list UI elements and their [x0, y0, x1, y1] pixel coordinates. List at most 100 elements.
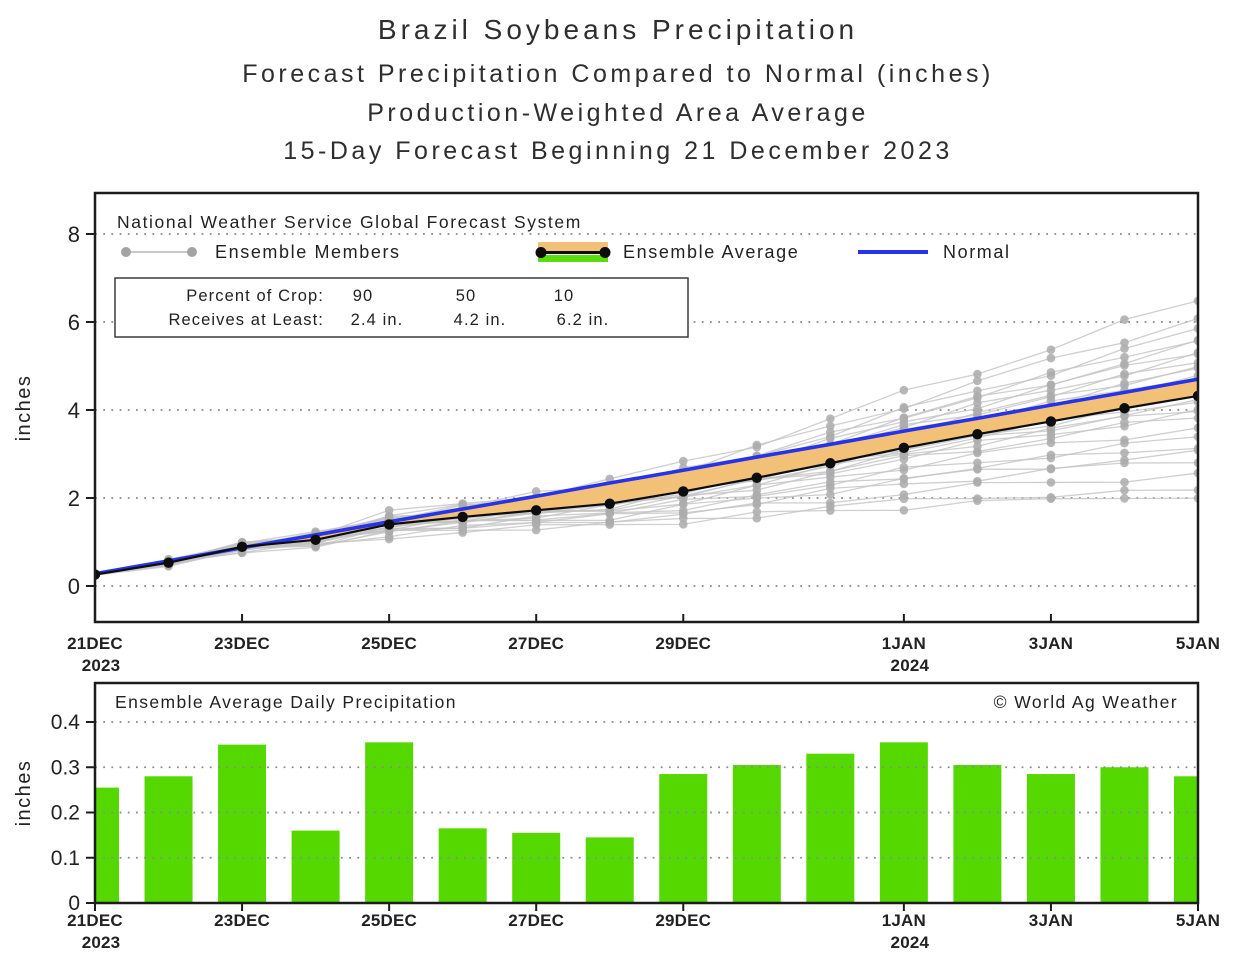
ensemble-average-legend-label: Ensemble Average [623, 242, 799, 262]
page-title: Brazil Soybeans Precipitation [377, 14, 859, 45]
top-panel-frame [93, 191, 1200, 624]
ensemble-average-point [163, 557, 174, 568]
daily-precip-bar [953, 764, 1002, 903]
ensemble-member-point [826, 477, 835, 487]
y-tick-label: 4 [68, 398, 80, 423]
ensemble-member-point [1120, 438, 1129, 448]
daily-precip-bar [1174, 776, 1198, 903]
x-tick-label: 21DEC [67, 911, 123, 930]
crop-amount-50: 4.2 in. [454, 311, 507, 329]
ensemble-average-point [1192, 390, 1198, 402]
ensemble-member-line [95, 427, 1198, 576]
ensemble-member-line [95, 462, 1198, 575]
ensemble-member-point [1120, 411, 1129, 421]
ensemble-members-legend-dot [121, 247, 131, 257]
ensemble-member-point [678, 499, 688, 509]
crop-row2-label: Receives at Least: [168, 311, 324, 329]
x-year-label: 2024 [891, 933, 930, 952]
data-source-label: National Weather Service Global Forecast… [117, 212, 582, 232]
daily-precip-bar [1100, 767, 1149, 903]
crop-percent-90: 90 [353, 287, 374, 305]
ensemble-member-line [95, 300, 1198, 576]
top-yaxis-unit-label: inches [13, 375, 35, 442]
ensemble-member-point [1120, 485, 1129, 495]
ensemble-member-line [95, 436, 1198, 576]
ensemble-member-point [826, 414, 835, 423]
bottom-panel-axes: 21DEC 2023 23DEC 25DEC 27DEC 29DEC 1JAN 2024 3JA… [51, 711, 1220, 952]
ensemble-member-line [95, 449, 1198, 576]
x-year-label: 2023 [82, 656, 121, 675]
ensemble-member-point [458, 528, 467, 537]
daily-precip-bar [438, 828, 487, 903]
ensemble-average-point [604, 498, 615, 509]
ensemble-average-point [751, 472, 762, 483]
bottom-panel-title: Ensemble Average Daily Precipitation [115, 692, 457, 712]
ensemble-member-point [678, 520, 688, 529]
x-tick-label: 23DEC [214, 634, 270, 653]
ensemble-average-point [95, 569, 101, 580]
ensemble-member-point [752, 498, 762, 508]
daily-precip-bar [291, 830, 340, 903]
ensemble-member-point [973, 376, 982, 386]
ensemble-members-legend-label: Ensemble Members [215, 242, 401, 262]
ensemble-member-point [1120, 315, 1129, 324]
x-year-label: 2024 [891, 656, 930, 675]
x-tick-label: 29DEC [655, 911, 711, 930]
crop-percent-50: 50 [456, 287, 477, 305]
ensemble-average-point [531, 505, 542, 516]
ensemble-member-point [1120, 361, 1129, 370]
ensemble-member-point [826, 427, 835, 437]
ensemble-member-point [899, 462, 909, 472]
daily-precip-bar [365, 742, 414, 903]
ensemble-member-point [1046, 478, 1056, 487]
daily-precip-bar [512, 832, 561, 903]
ensemble-member-point [1120, 418, 1129, 427]
ensemble-member-point [1120, 458, 1129, 468]
y-tick-label: 0.1 [51, 847, 80, 870]
ensemble-member-point [826, 490, 835, 499]
ensemble-member-point [1120, 448, 1129, 458]
subtitle-3: 15-Day Forecast Beginning 21 December 20… [283, 137, 953, 165]
ensemble-member-point [605, 509, 615, 519]
ensemble-members-legend-dot [187, 247, 197, 257]
y-tick-label: 8 [68, 222, 80, 247]
ensemble-member-point [899, 451, 909, 460]
y-tick-label: 0.4 [51, 711, 81, 734]
ensemble-average-legend-band-below [538, 255, 608, 262]
percent-of-crop-box: Percent of Crop: 90 50 10 Receives at Le… [114, 277, 689, 338]
ensemble-member-point [899, 479, 909, 489]
ensemble-member-point [752, 440, 762, 450]
crop-amount-10: 6.2 in. [557, 311, 610, 329]
ensemble-member-point [752, 507, 762, 517]
x-tick-label: 27DEC [508, 911, 564, 930]
daily-precip-bar [585, 837, 634, 903]
ensemble-member-point [1120, 352, 1129, 362]
ensemble-member-point [1120, 369, 1129, 379]
ensemble-member-point [899, 506, 909, 515]
ensemble-member-line [95, 351, 1198, 576]
x-tick-label: 27DEC [508, 634, 564, 653]
ensemble-member-point [973, 478, 982, 487]
ensemble-member-point [1046, 345, 1056, 355]
ensemble-member-point [899, 385, 909, 395]
x-tick-label: 3JAN [1029, 634, 1073, 653]
ensemble-member-point [973, 448, 982, 458]
ensemble-member-point [899, 402, 909, 412]
ensemble-average-point [1119, 403, 1130, 414]
y-tick-label: 6 [68, 310, 80, 335]
ensemble-members-layer [95, 296, 1198, 580]
daily-precip-bar [144, 776, 193, 903]
ensemble-member-point [1120, 378, 1129, 388]
copyright-label: © World Ag Weather [994, 692, 1178, 712]
ensemble-member-point [1046, 353, 1056, 363]
average-and-normal-curves [95, 377, 1198, 580]
ensemble-member-point [752, 480, 762, 490]
ensemble-member-point [973, 496, 982, 505]
ensemble-member-point [1046, 438, 1056, 448]
ensemble-member-line [95, 497, 1198, 576]
daily-precip-bars-layer [95, 742, 1198, 903]
ensemble-average-point [825, 458, 836, 469]
ensemble-member-point [384, 534, 394, 544]
normal-legend-label: Normal [943, 242, 1011, 262]
